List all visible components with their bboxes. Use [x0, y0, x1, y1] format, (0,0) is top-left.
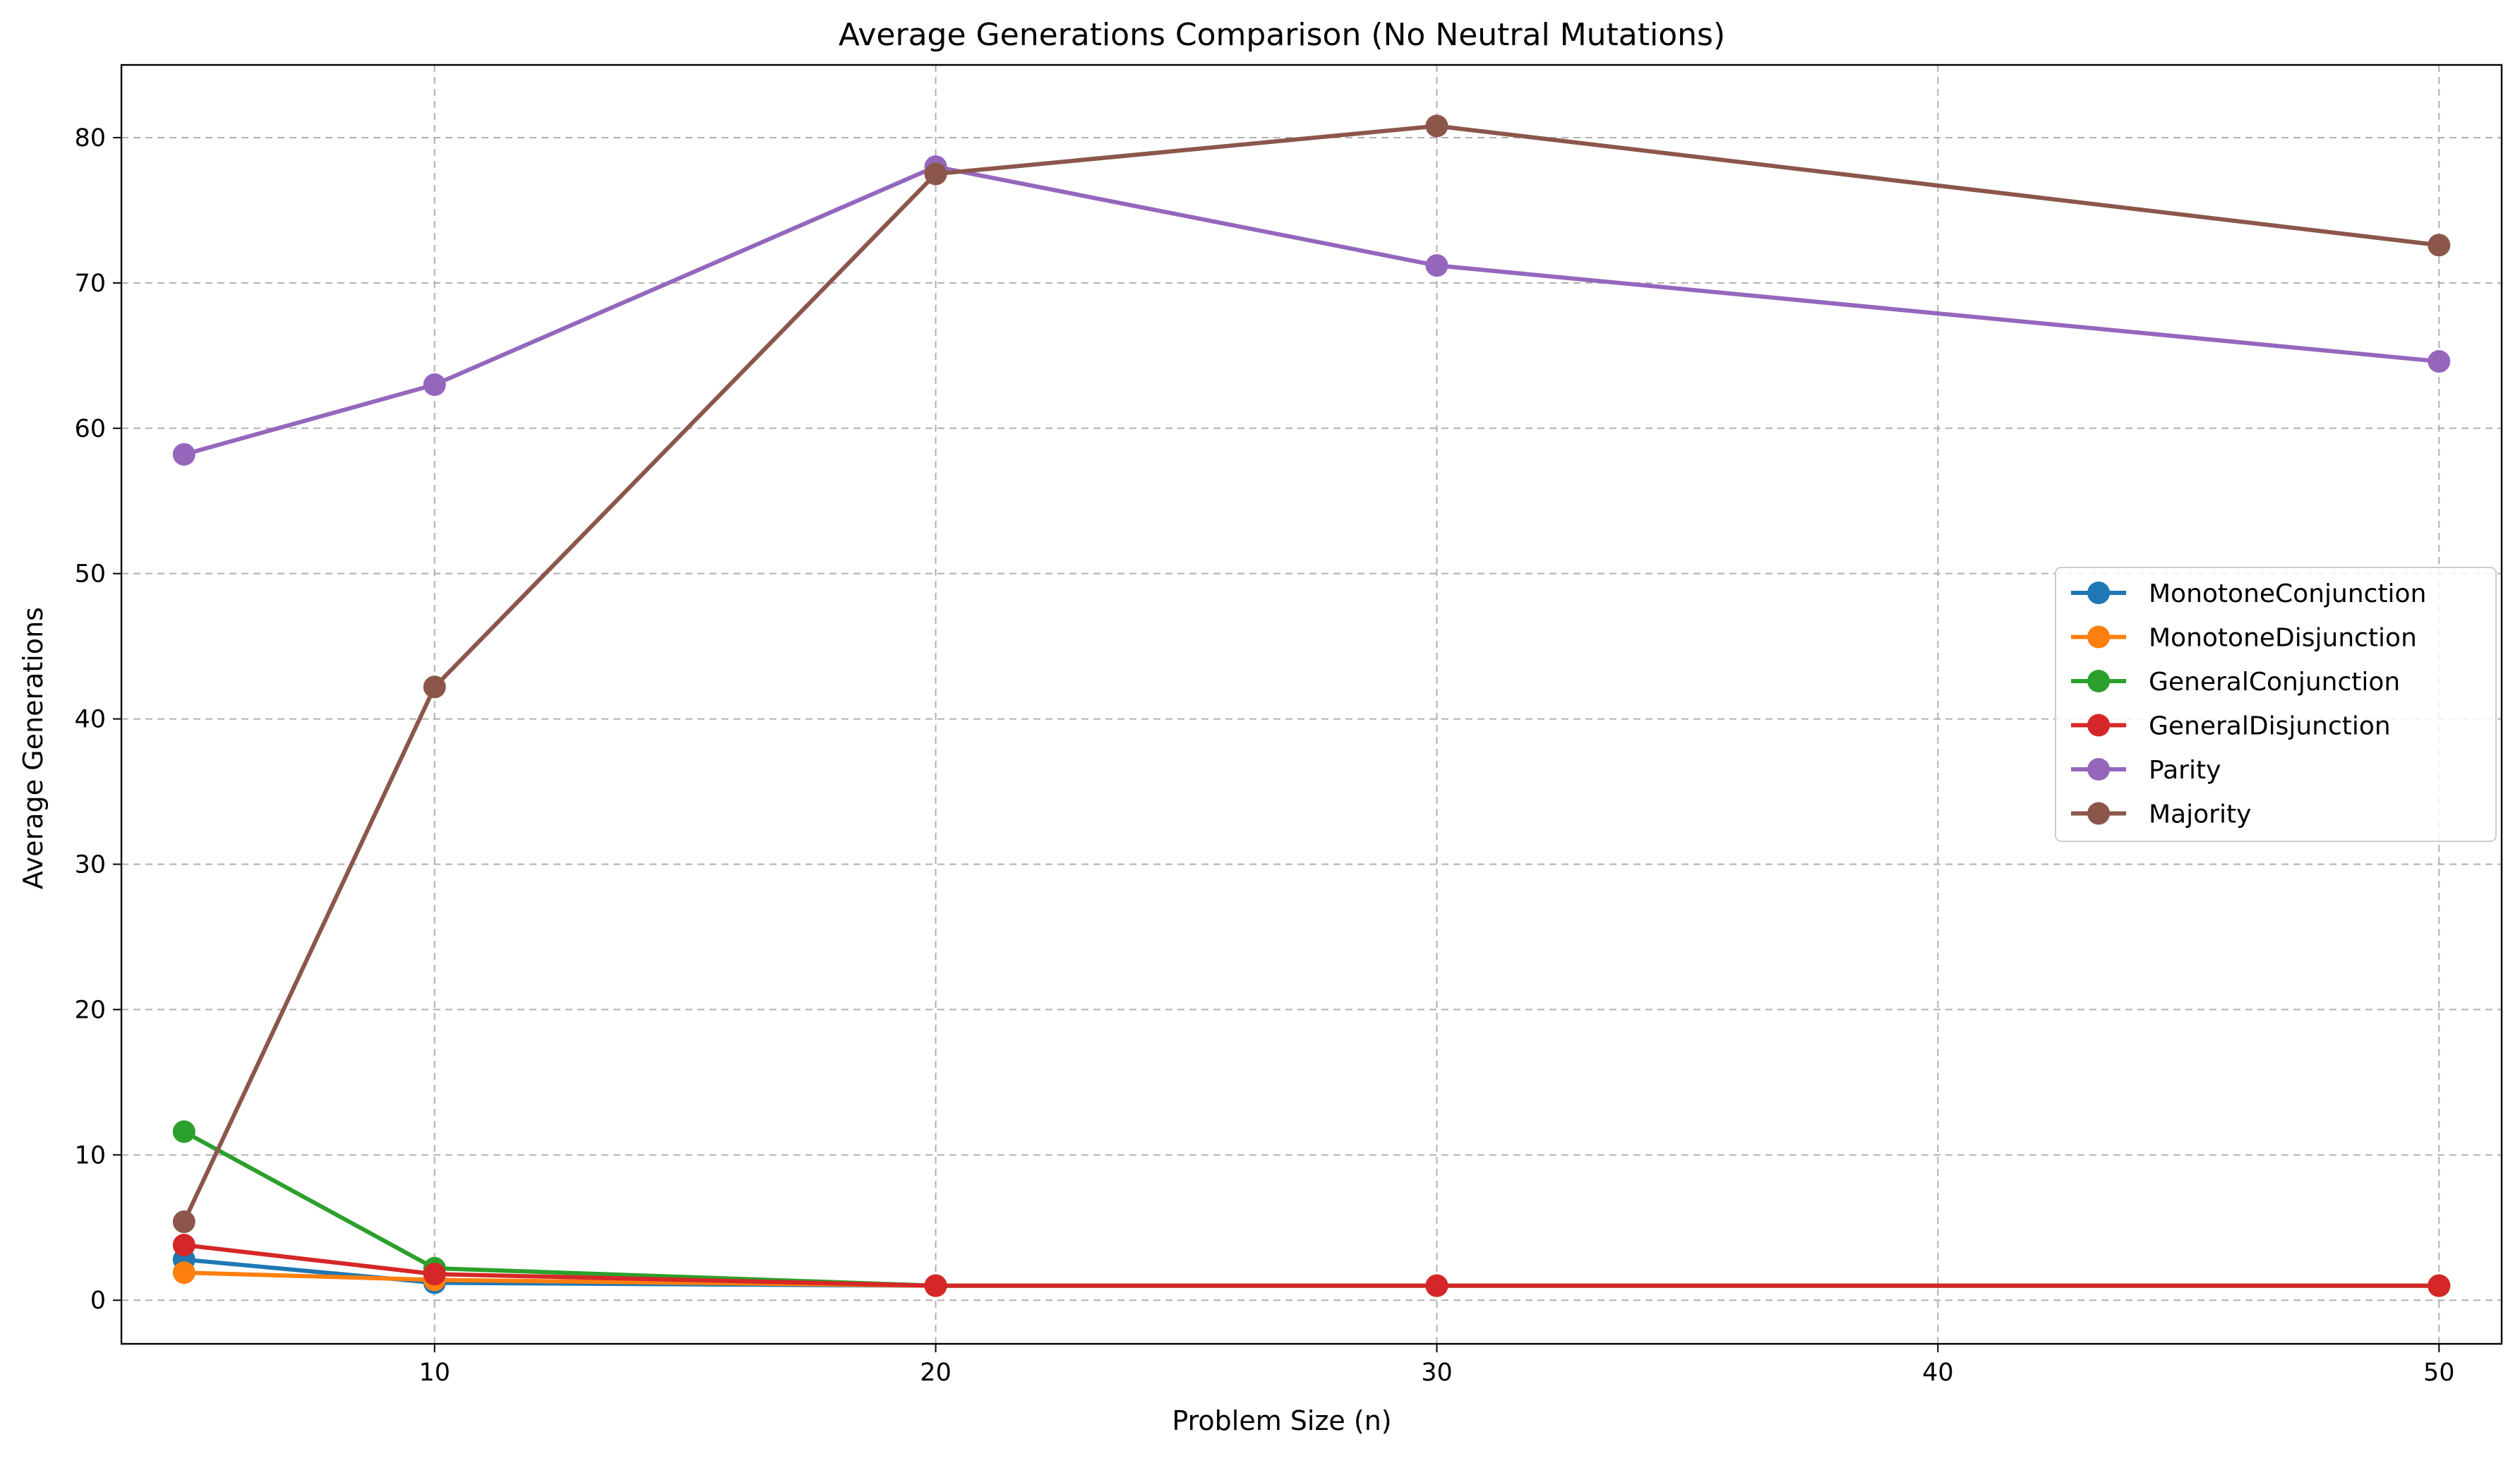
- y-axis-label: Average Generations: [18, 607, 49, 889]
- data-point: [924, 1274, 947, 1297]
- data-point: [423, 1263, 446, 1286]
- y-tick-label: 60: [74, 415, 106, 443]
- plot-frame: [120, 64, 2503, 1345]
- legend-item: Parity: [2071, 756, 2221, 785]
- legend-item: GeneralConjunction: [2071, 668, 2400, 697]
- y-tick-label: 30: [74, 851, 106, 879]
- data-point: [172, 1233, 196, 1256]
- data-point: [172, 443, 196, 466]
- legend-item: MonotoneDisjunction: [2071, 624, 2417, 653]
- x-tick-label: 20: [920, 1359, 952, 1387]
- legend-marker: [2087, 582, 2110, 604]
- data-point: [1425, 1274, 1448, 1297]
- y-tick-label: 50: [74, 560, 106, 589]
- legend-label: GeneralConjunction: [2149, 668, 2400, 697]
- x-tick-label: 40: [1922, 1359, 1954, 1387]
- y-tick-label: 80: [74, 124, 106, 152]
- x-tick-label: 10: [419, 1359, 450, 1387]
- legend-label: MonotoneConjunction: [2149, 579, 2426, 608]
- legend-marker: [2087, 625, 2110, 649]
- legend-label: MonotoneDisjunction: [2149, 624, 2417, 653]
- x-axis-label: Problem Size (n): [1172, 1405, 1391, 1436]
- legend-box: [2055, 567, 2497, 842]
- legend-marker: [2087, 670, 2110, 692]
- data-point: [423, 373, 446, 396]
- data-point: [924, 162, 947, 186]
- legend-item: MonotoneConjunction: [2071, 579, 2426, 608]
- series-generaldisjunction: [172, 1233, 2451, 1297]
- data-point: [2428, 1274, 2451, 1297]
- chart-title: Average Generations Comparison (No Neutr…: [839, 17, 1725, 53]
- y-tick-label: 0: [90, 1287, 106, 1315]
- data-point: [1425, 114, 1448, 138]
- legend: MonotoneConjunction MonotoneDisjunction Ge…: [2055, 567, 2497, 842]
- legend-marker: [2087, 802, 2110, 825]
- data-point: [172, 1120, 196, 1143]
- data-point: [172, 1210, 196, 1234]
- legend-marker: [2087, 758, 2110, 781]
- legend-label: GeneralDisjunction: [2149, 712, 2391, 741]
- data-point: [423, 675, 446, 699]
- series-layer: [172, 114, 2451, 1297]
- legend-item: Majority: [2071, 800, 2251, 829]
- x-tick-label: 50: [2423, 1359, 2455, 1387]
- legend-label: Majority: [2149, 800, 2251, 829]
- x-axis-ticks: 10 20 30 40 50: [419, 1344, 2455, 1387]
- y-tick-label: 20: [74, 996, 106, 1024]
- data-point: [172, 1261, 196, 1285]
- y-tick-label: 10: [74, 1141, 106, 1170]
- legend-label: Parity: [2149, 756, 2221, 785]
- x-tick-label: 30: [1421, 1359, 1453, 1387]
- series-majority: [172, 114, 2451, 1234]
- data-point: [2428, 350, 2451, 373]
- legend-marker: [2087, 714, 2110, 737]
- y-tick-label: 40: [74, 706, 106, 734]
- y-axis-ticks: 0 10 20 30 40 50 60 70 80: [74, 124, 121, 1315]
- legend-item: GeneralDisjunction: [2071, 712, 2391, 741]
- y-tick-label: 70: [74, 270, 106, 298]
- data-point: [2428, 234, 2451, 257]
- data-point: [1425, 254, 1448, 277]
